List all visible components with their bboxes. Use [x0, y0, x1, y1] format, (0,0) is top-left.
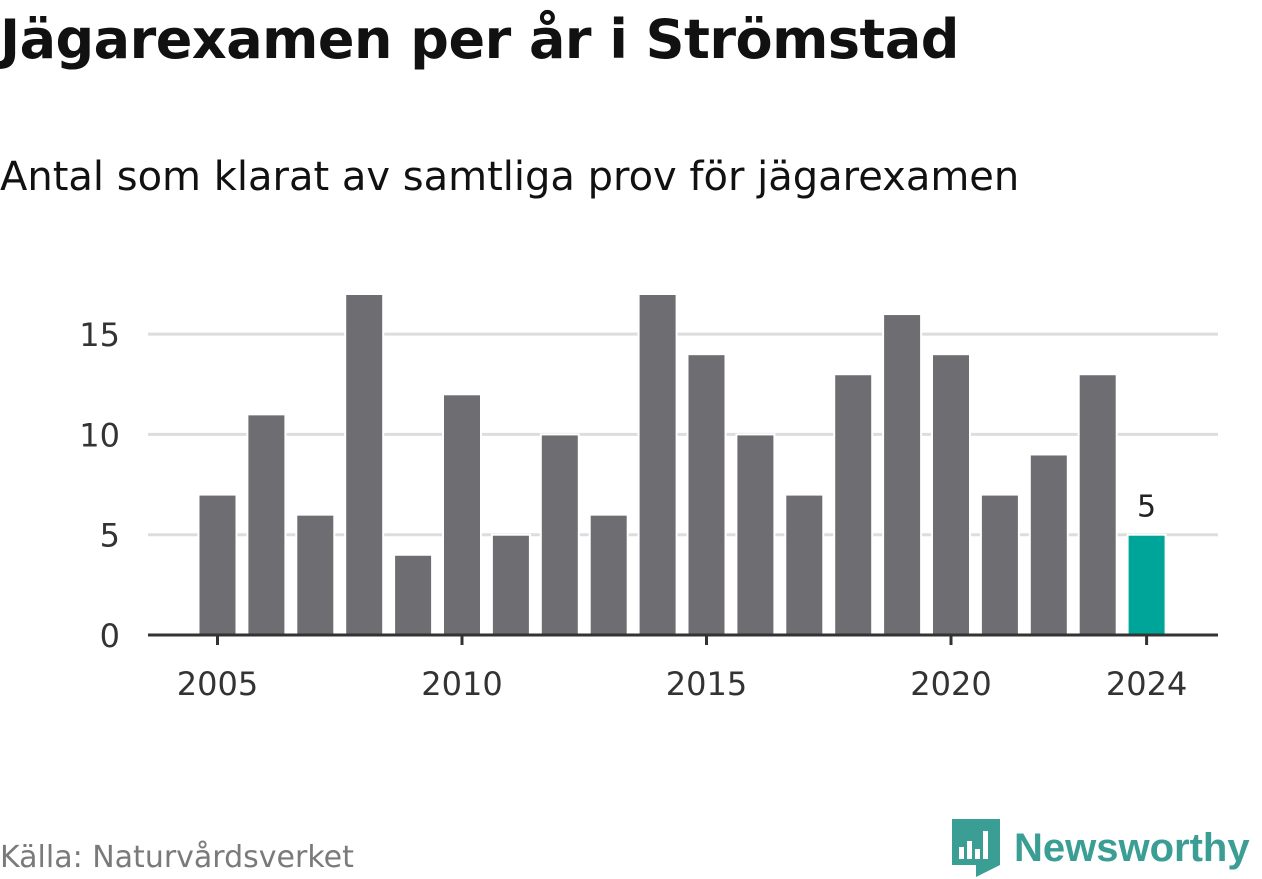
bar-2021 [979, 493, 1020, 636]
brand-name: Newsworthy [1014, 825, 1250, 870]
newsworthy-logo-icon [952, 819, 1000, 877]
y-tick-label: 0 [100, 617, 120, 655]
bar-2017 [784, 493, 825, 636]
source-note: Källa: Naturvårdsverket [0, 840, 354, 875]
x-tick-label: 2005 [177, 665, 258, 703]
brand: Newsworthy [950, 817, 1250, 879]
bar-2016 [735, 433, 776, 637]
bar-2009 [393, 553, 434, 636]
axes [148, 633, 1218, 645]
x-tick-label: 2015 [666, 665, 747, 703]
bar-2014 [637, 293, 678, 636]
bar-2011 [490, 533, 531, 636]
bar-2023 [1077, 373, 1118, 636]
bar-2019 [882, 313, 923, 636]
x-tick-label: 2010 [421, 665, 502, 703]
x-tick-label: 2020 [910, 665, 991, 703]
bar-2006 [246, 413, 287, 636]
bar-2015 [686, 353, 727, 636]
chart-title: Jägarexamen per år i Strömstad [0, 8, 959, 71]
bar-2012 [539, 433, 580, 637]
labels: 0 5 10 15 5 2005 2010 2015 2020 2024 [79, 316, 1187, 703]
bar-2010 [442, 393, 482, 637]
bar-2020 [931, 353, 971, 636]
bar-2013 [588, 513, 629, 636]
chart-subtitle: Antal som klarat av samtliga prov för jä… [0, 154, 1020, 200]
bars [197, 293, 1167, 637]
bar-2024 [1126, 533, 1167, 636]
y-tick-label: 10 [79, 416, 120, 454]
bar-2005 [197, 493, 238, 636]
bar-2022 [1028, 453, 1069, 636]
bar-2018 [833, 373, 874, 636]
highlight-value-label: 5 [1137, 490, 1156, 525]
x-tick-label: 2024 [1106, 665, 1187, 703]
y-tick-label: 5 [100, 517, 120, 555]
bar-2008 [344, 293, 385, 636]
bar-2007 [295, 513, 336, 636]
y-tick-label: 15 [79, 316, 120, 354]
